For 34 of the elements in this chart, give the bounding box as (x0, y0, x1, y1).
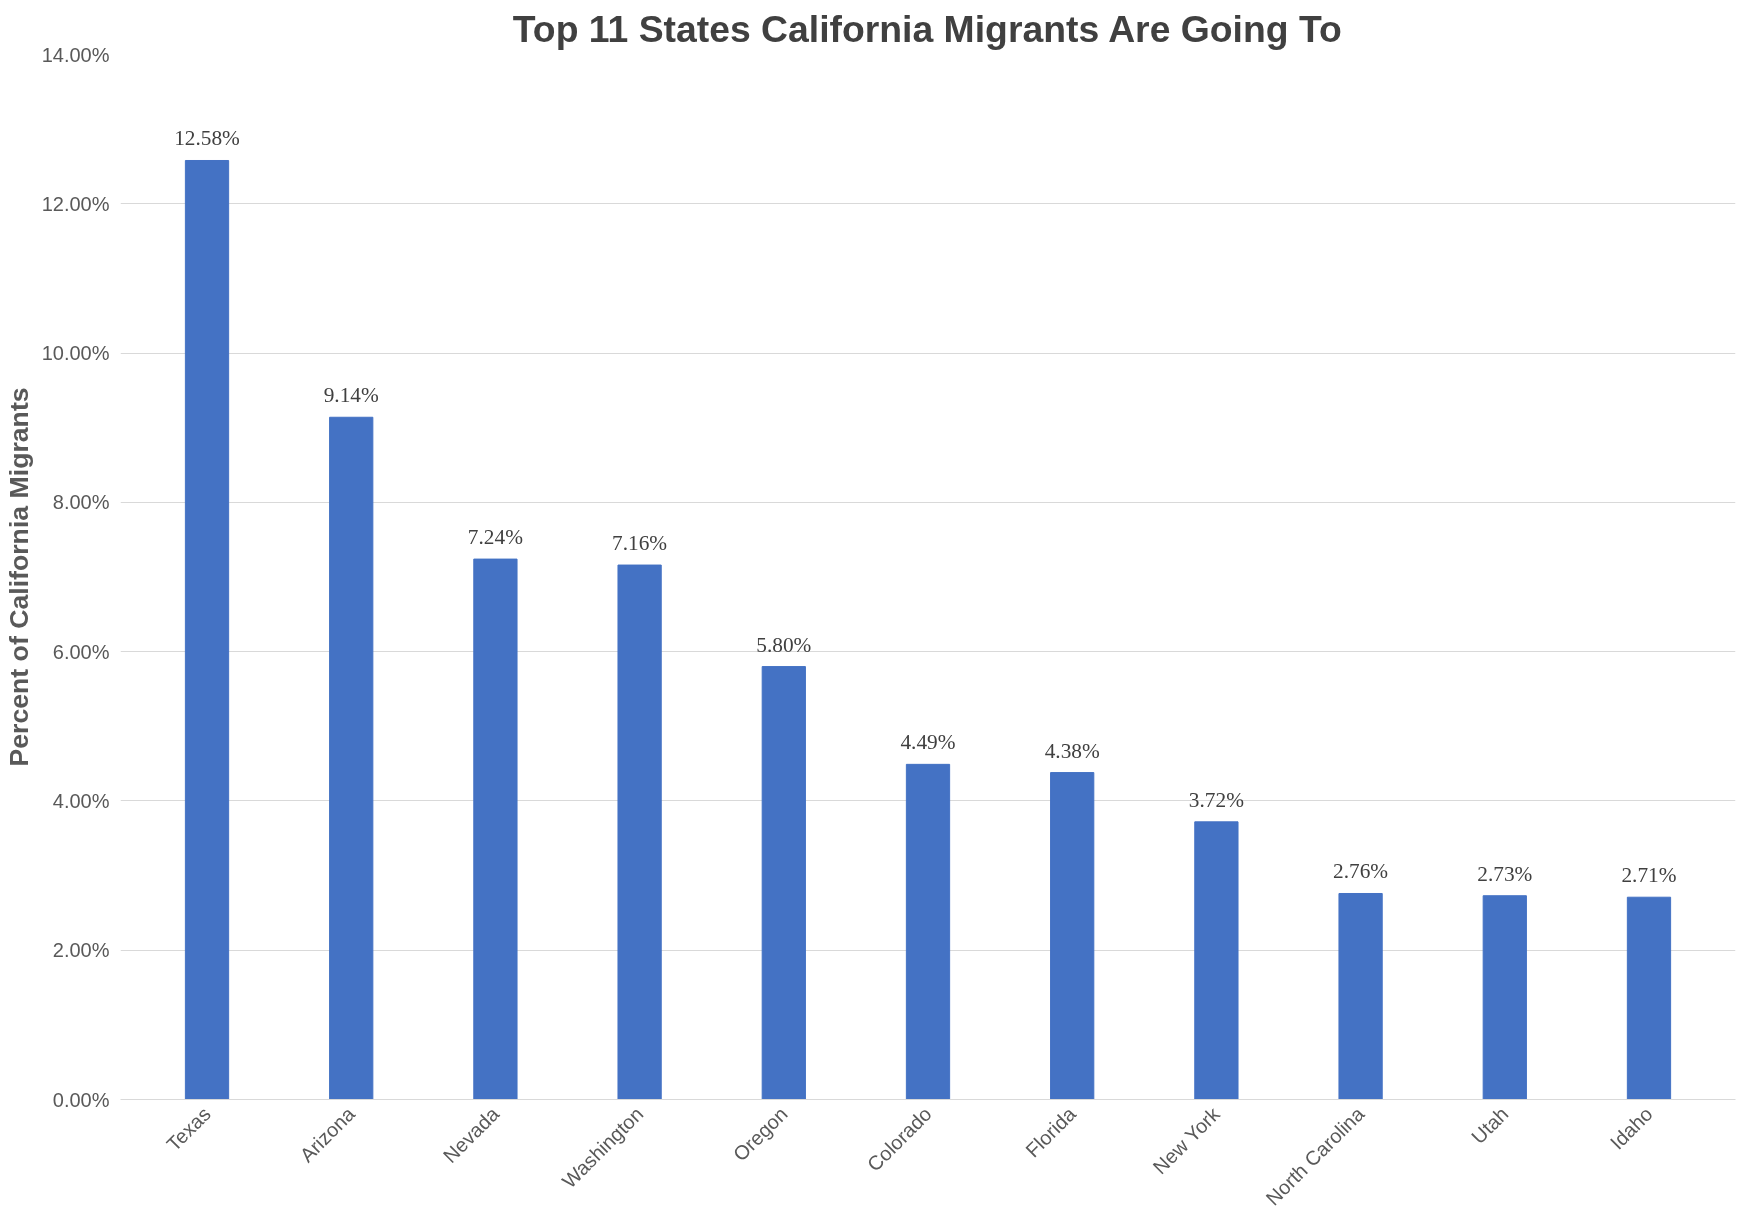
data-label: 3.72% (1188, 787, 1245, 812)
y-tick-label: 14.00% (41, 43, 110, 66)
y-tick-label: 10.00% (41, 342, 110, 365)
x-tick-label: Utah (1467, 1102, 1513, 1149)
y-axis-title: Percent of California Migrants (3, 387, 34, 767)
bar (1626, 896, 1672, 1100)
y-tick-label: 0.00% (52, 1088, 110, 1111)
y-tick-label: 12.00% (41, 192, 110, 215)
data-label: 4.49% (900, 730, 956, 755)
data-label: 12.58% (174, 126, 241, 151)
x-tick-label: New York (1148, 1102, 1225, 1179)
data-label: 2.73% (1477, 861, 1533, 886)
data-label: 7.24% (467, 525, 524, 550)
data-label: 7.16% (612, 531, 668, 556)
data-label: 4.38% (1044, 738, 1100, 763)
bar (761, 666, 806, 1100)
bar (1338, 892, 1383, 1100)
bar (1194, 821, 1239, 1100)
bar (473, 558, 518, 1100)
bar (905, 763, 951, 1100)
data-label: 9.14% (323, 383, 379, 408)
data-label: 2.76% (1333, 859, 1389, 884)
bar (1482, 895, 1527, 1100)
y-tick-label: 6.00% (52, 640, 110, 663)
bar (617, 564, 662, 1100)
bar (1050, 772, 1095, 1100)
bar (329, 416, 374, 1100)
y-tick-label: 2.00% (52, 939, 110, 962)
data-label: 2.71% (1621, 863, 1677, 888)
bar (184, 159, 230, 1100)
y-tick-label: 8.00% (52, 491, 110, 514)
data-label: 5.80% (756, 632, 812, 657)
chart-title: Top 11 States California Migrants Are Going To (512, 7, 1342, 50)
y-tick-label: 4.00% (52, 789, 110, 812)
